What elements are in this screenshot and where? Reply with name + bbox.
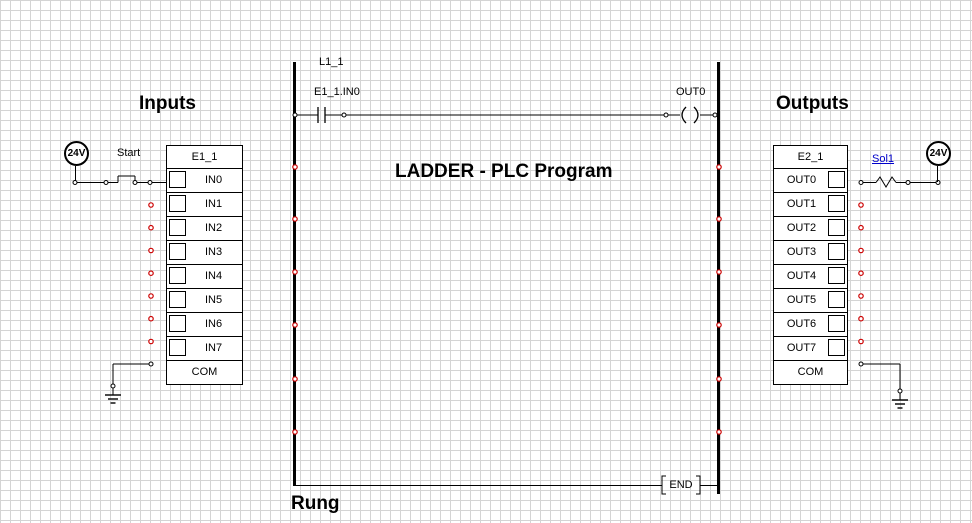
output-row-com[interactable]: COM xyxy=(774,361,847,384)
input-24v-supply-icon[interactable]: 24V xyxy=(64,141,89,166)
input-row-label: IN3 xyxy=(204,246,223,258)
output-row-out4[interactable]: OUT4 xyxy=(774,265,847,289)
input-row-label: IN4 xyxy=(204,270,223,282)
input-row-label: IN7 xyxy=(204,342,223,354)
input-row-label: IN1 xyxy=(204,198,223,210)
output-checkbox[interactable] xyxy=(828,339,845,356)
output-com-label: COM xyxy=(797,366,824,378)
output-row-out2[interactable]: OUT2 xyxy=(774,217,847,241)
output-ground-icon xyxy=(858,361,908,409)
output-row-label: OUT0 xyxy=(786,174,817,186)
output-24v-supply-icon[interactable]: 24V xyxy=(926,141,951,166)
sol1-label-link[interactable]: Sol1 xyxy=(872,153,895,165)
output-row-out6[interactable]: OUT6 xyxy=(774,313,847,337)
input-row-in4[interactable]: IN4 xyxy=(167,265,242,289)
input-row-in3[interactable]: IN3 xyxy=(167,241,242,265)
start-switch-label: Start xyxy=(117,147,141,159)
input-checkbox[interactable] xyxy=(169,267,186,284)
input-row-label: IN0 xyxy=(204,174,223,186)
output-row-label: OUT3 xyxy=(786,246,817,258)
input-row-in1[interactable]: IN1 xyxy=(167,193,242,217)
end-rung-wire xyxy=(294,485,662,486)
input-row-in2[interactable]: IN2 xyxy=(167,217,242,241)
solenoid-load-icon[interactable] xyxy=(848,172,948,194)
input-com-label: COM xyxy=(191,366,218,378)
output-row-out5[interactable]: OUT5 xyxy=(774,289,847,313)
input-checkbox[interactable] xyxy=(169,339,186,356)
output-row-label: OUT4 xyxy=(786,270,817,282)
output-checkbox[interactable] xyxy=(828,171,845,188)
output-row-out3[interactable]: OUT3 xyxy=(774,241,847,265)
input-supply-wire xyxy=(75,166,76,183)
input-checkbox[interactable] xyxy=(169,315,186,332)
right-power-rail xyxy=(717,62,720,494)
input-terminal-dots xyxy=(148,202,154,345)
input-checkbox[interactable] xyxy=(169,243,186,260)
input-checkbox[interactable] xyxy=(169,195,186,212)
input-row-in6[interactable]: IN6 xyxy=(167,313,242,337)
input-module-name: E1_1 xyxy=(167,146,242,169)
output-supply-wire xyxy=(937,166,938,182)
outputs-title: Outputs xyxy=(776,93,849,114)
input-module[interactable]: E1_1 IN0 IN1 IN2 IN3 IN4 IN5 IN6 IN7 COM xyxy=(166,145,243,385)
start-switch-icon[interactable] xyxy=(70,170,170,190)
input-checkbox[interactable] xyxy=(169,291,186,308)
output-checkbox[interactable] xyxy=(828,291,845,308)
coil-label: OUT0 xyxy=(676,86,706,98)
input-supply-wire-h xyxy=(75,182,106,183)
input-row-in7[interactable]: IN7 xyxy=(167,337,242,361)
input-row-in5[interactable]: IN5 xyxy=(167,289,242,313)
output-row-label: OUT6 xyxy=(786,318,817,330)
input-ground-icon xyxy=(105,361,154,404)
output-checkbox[interactable] xyxy=(828,195,845,212)
rail-label: L1_1 xyxy=(319,56,344,68)
output-terminal-dots xyxy=(858,202,864,345)
output-row-out1[interactable]: OUT1 xyxy=(774,193,847,217)
input-row-label: IN2 xyxy=(204,222,223,234)
output-row-label: OUT1 xyxy=(786,198,817,210)
program-title: LADDER - PLC Program xyxy=(395,161,613,182)
output-row-label: OUT5 xyxy=(786,294,817,306)
input-row-label: IN5 xyxy=(204,294,223,306)
end-instruction-bracket xyxy=(661,475,701,495)
input-row-in0[interactable]: IN0 xyxy=(167,169,242,193)
output-row-label: OUT7 xyxy=(786,342,817,354)
inputs-title: Inputs xyxy=(139,93,196,114)
output-checkbox[interactable] xyxy=(828,315,845,332)
rail-terminal-dots xyxy=(292,164,722,435)
end-rung-wire-right xyxy=(700,485,718,486)
output-row-out0[interactable]: OUT0 xyxy=(774,169,847,193)
output-checkbox[interactable] xyxy=(828,219,845,236)
output-module-name: E2_1 xyxy=(774,146,847,169)
output-module[interactable]: E2_1 OUT0 OUT1 OUT2 OUT3 OUT4 OUT5 OUT6 … xyxy=(773,145,848,385)
end-instruction[interactable]: END xyxy=(669,479,693,491)
output-row-out7[interactable]: OUT7 xyxy=(774,337,847,361)
input-row-com[interactable]: COM xyxy=(167,361,242,384)
contact-label: E1_1.IN0 xyxy=(314,86,360,98)
output-checkbox[interactable] xyxy=(828,267,845,284)
output-row-label: OUT2 xyxy=(786,222,817,234)
rung-label: Rung xyxy=(291,493,340,514)
input-row-label: IN6 xyxy=(204,318,223,330)
input-checkbox[interactable] xyxy=(169,219,186,236)
output-checkbox[interactable] xyxy=(828,243,845,260)
rung-1[interactable] xyxy=(290,104,722,126)
input-checkbox[interactable] xyxy=(169,171,186,188)
